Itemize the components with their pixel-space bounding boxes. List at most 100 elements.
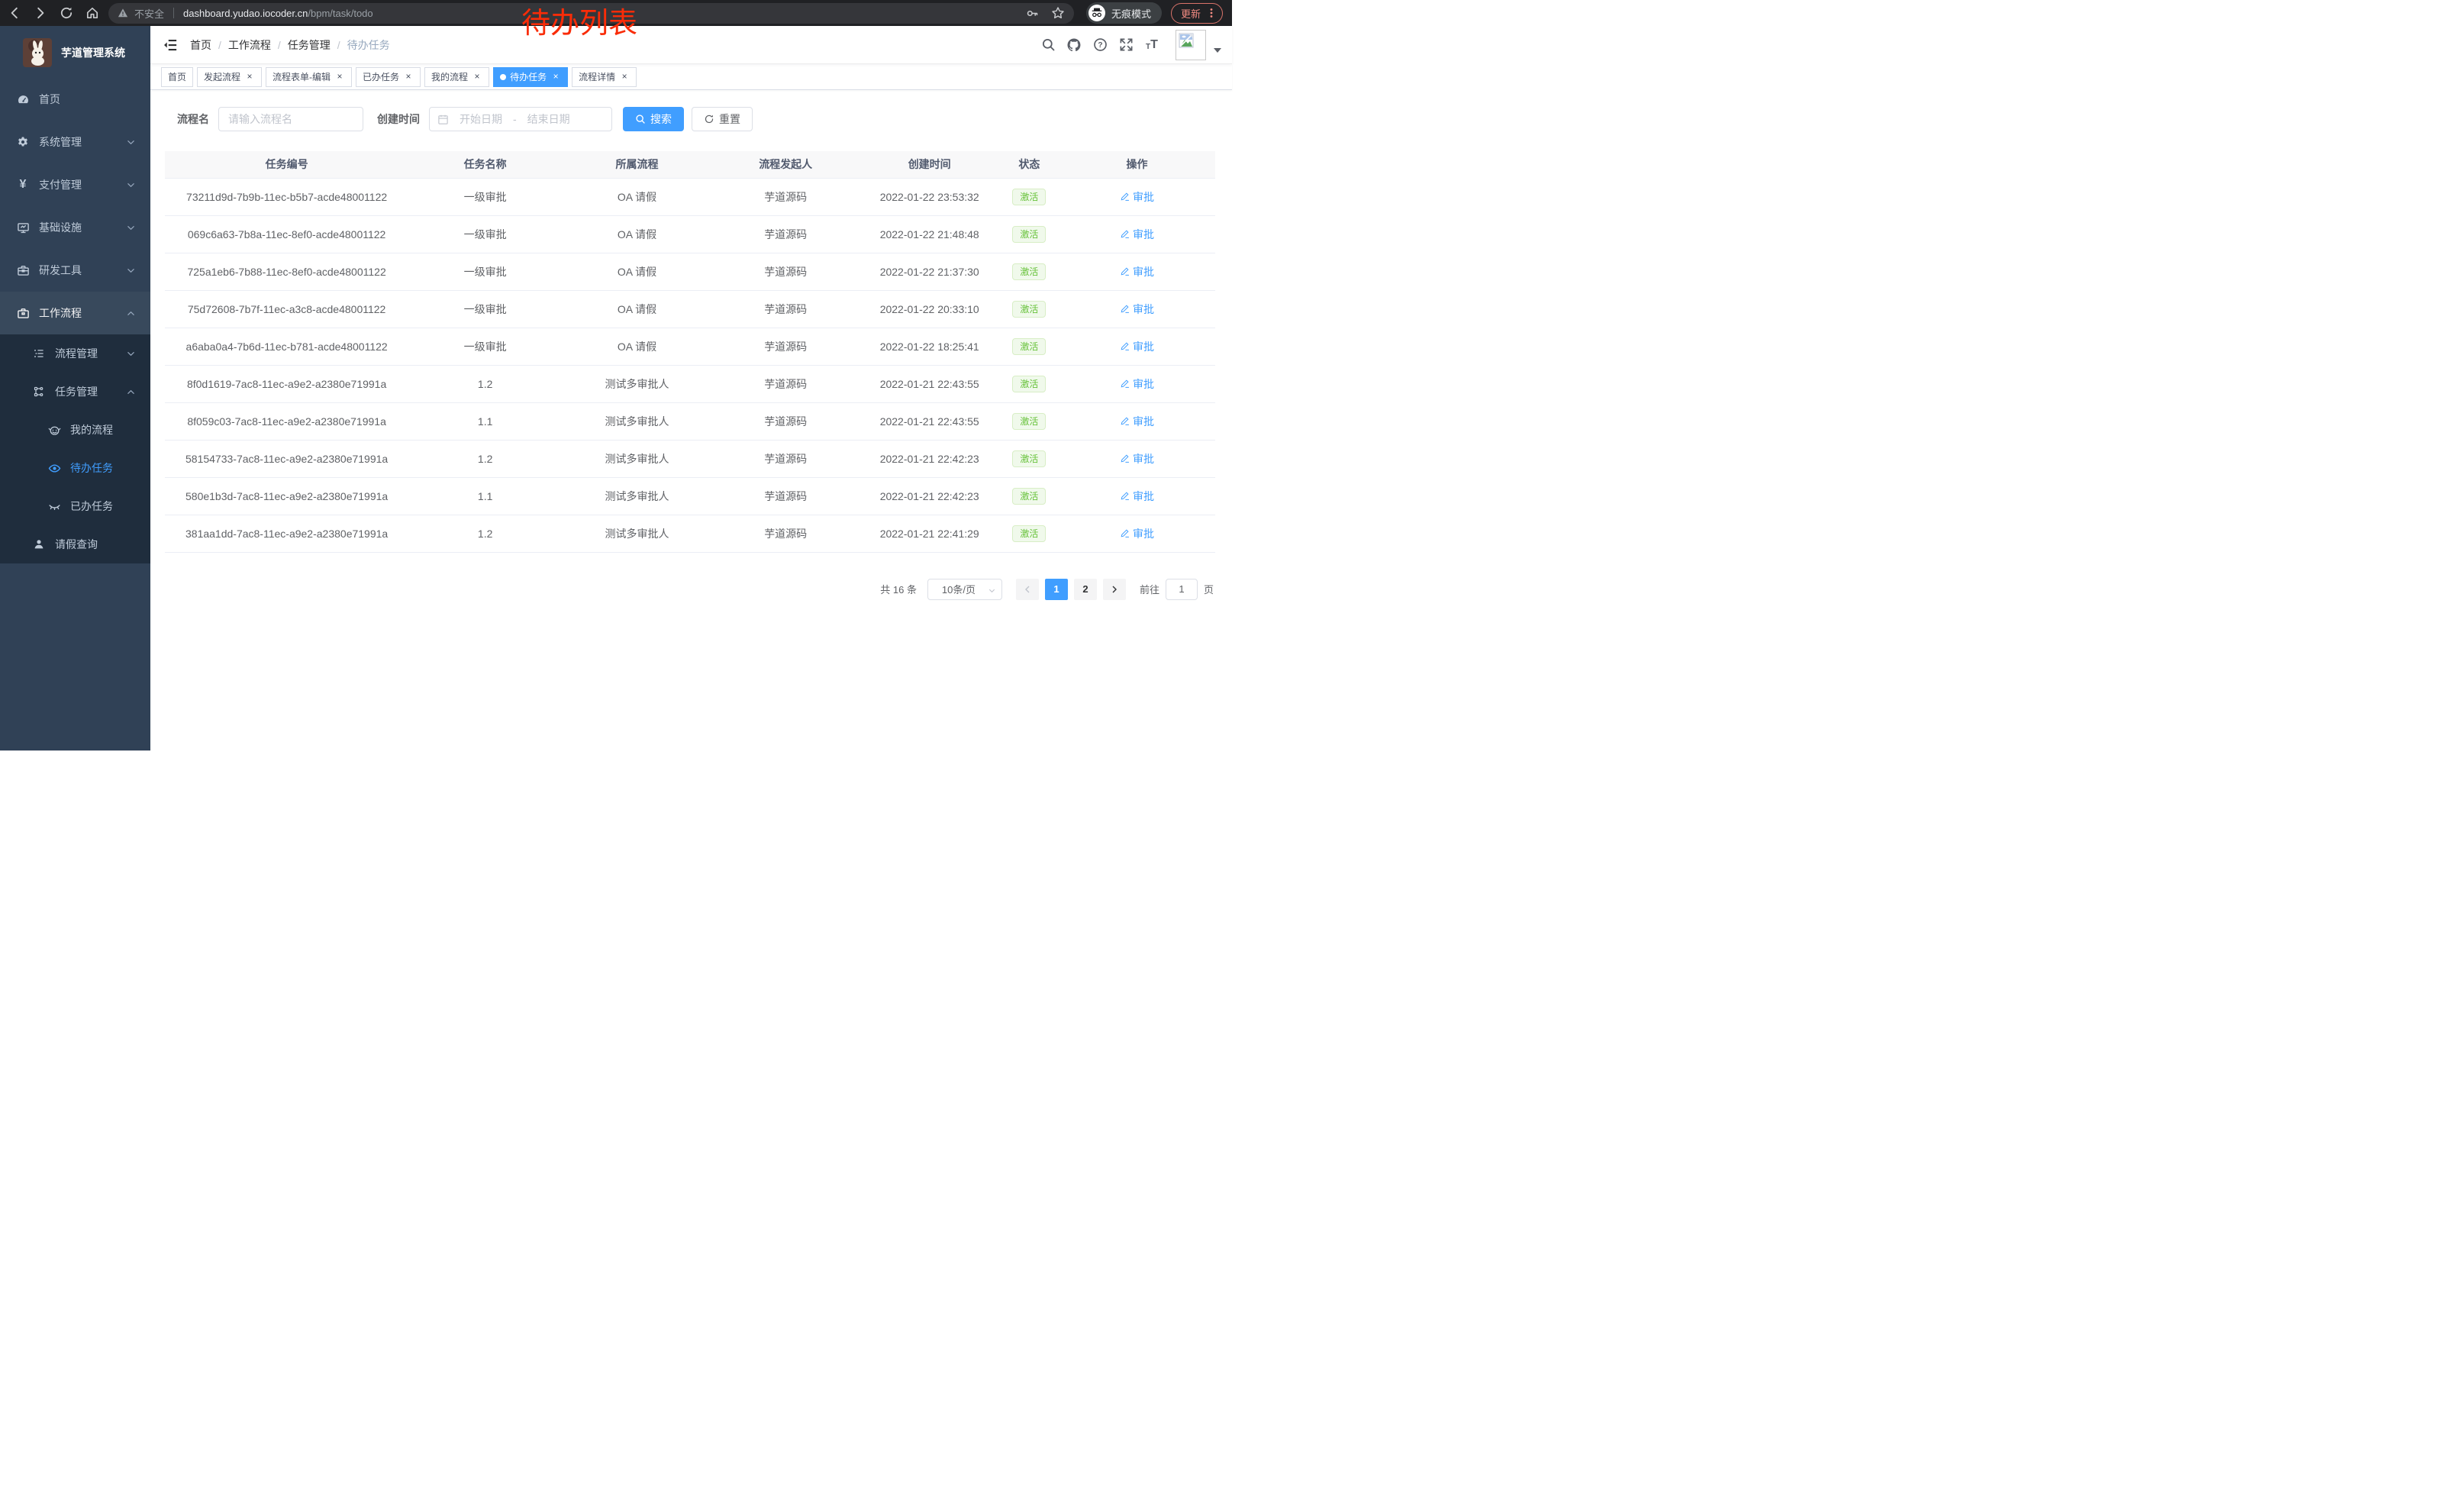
- approve-link[interactable]: 审批: [1120, 302, 1154, 317]
- cell-id: 8f0d1619-7ac8-11ec-a9e2-a2380e71991a: [165, 365, 409, 403]
- sidebar-item-8[interactable]: 我的流程: [0, 411, 150, 449]
- chevron-down-icon: [127, 350, 135, 358]
- cell-action: 审批: [1058, 253, 1215, 291]
- browser-back-icon[interactable]: [8, 6, 21, 20]
- status-badge: 激活: [1012, 525, 1047, 542]
- sidebar-item-2[interactable]: ¥ 支付管理: [0, 163, 150, 206]
- date-range-picker[interactable]: -: [429, 107, 612, 131]
- approve-link[interactable]: 审批: [1120, 489, 1154, 504]
- search-icon[interactable]: [1035, 37, 1061, 52]
- search-button[interactable]: 搜索: [623, 107, 684, 131]
- cell-process: 测试多审批人: [562, 477, 712, 515]
- breadcrumb-item[interactable]: 工作流程: [227, 38, 271, 51]
- help-icon[interactable]: ?: [1087, 37, 1113, 52]
- tab-发起流程[interactable]: 发起流程 ×: [197, 66, 263, 87]
- sidebar-item-3[interactable]: 基础设施: [0, 206, 150, 249]
- github-icon[interactable]: [1061, 37, 1087, 53]
- approve-link[interactable]: 审批: [1120, 451, 1154, 466]
- breadcrumb-separator: /: [277, 38, 281, 51]
- breadcrumb-item[interactable]: 首页: [190, 38, 211, 51]
- prev-page-button[interactable]: [1015, 578, 1039, 600]
- close-icon[interactable]: ×: [474, 70, 480, 82]
- sidebar-item-6[interactable]: 流程管理: [0, 334, 150, 373]
- sidebar-toggle-icon[interactable]: [150, 26, 190, 64]
- goto-page-input[interactable]: [1165, 578, 1198, 600]
- status-badge: 激活: [1012, 412, 1047, 430]
- avatar[interactable]: [1176, 29, 1206, 60]
- sidebar-item-10[interactable]: 已办任务: [0, 487, 150, 525]
- close-icon[interactable]: ×: [337, 70, 343, 82]
- fullscreen-icon[interactable]: [1113, 37, 1139, 52]
- sidebar-item-label: 首页: [39, 93, 60, 105]
- approve-link[interactable]: 审批: [1120, 414, 1154, 429]
- page-button-1[interactable]: 1: [1044, 578, 1068, 600]
- cell-name: 1.1: [408, 402, 563, 441]
- cell-name: 1.1: [408, 477, 563, 515]
- browser-forward-icon[interactable]: [34, 6, 47, 20]
- tab-已办任务[interactable]: 已办任务 ×: [356, 66, 421, 87]
- tab-流程详情[interactable]: 流程详情 ×: [572, 66, 637, 87]
- tab-首页[interactable]: 首页: [161, 66, 194, 87]
- browser-reload-icon[interactable]: [60, 6, 73, 20]
- approve-link[interactable]: 审批: [1120, 227, 1154, 242]
- start-date-input[interactable]: [453, 113, 508, 125]
- process-name-input[interactable]: [218, 107, 363, 131]
- page-button-2[interactable]: 2: [1073, 578, 1097, 600]
- table-row: 58154733-7ac8-11ec-a9e2-a2380e71991a 1.2 测…: [165, 440, 1215, 478]
- column-header: 流程发起人: [711, 151, 859, 179]
- chevron-down-icon: [988, 586, 996, 595]
- address-bar[interactable]: 不安全 dashboard.yudao.iocoder.cn/bpm/task/…: [108, 2, 1074, 24]
- sidebar-item-0[interactable]: 首页: [0, 78, 150, 121]
- cell-action: 审批: [1058, 328, 1215, 366]
- browser-home-icon[interactable]: [85, 6, 99, 20]
- cell-created: 2022-01-21 22:43:55: [859, 402, 1000, 441]
- approve-link[interactable]: 审批: [1120, 189, 1154, 205]
- tab-我的流程[interactable]: 我的流程 ×: [424, 66, 490, 87]
- approve-link[interactable]: 审批: [1120, 526, 1154, 541]
- approve-link[interactable]: 审批: [1120, 339, 1154, 354]
- cell-action: 审批: [1058, 477, 1215, 515]
- tab-label: 已办任务: [363, 72, 400, 82]
- active-dot: [500, 73, 507, 80]
- end-date-input[interactable]: [521, 113, 576, 125]
- close-icon[interactable]: ×: [553, 70, 559, 82]
- sidebar-item-7[interactable]: 任务管理: [0, 373, 150, 411]
- breadcrumb-separator: /: [218, 38, 221, 51]
- cell-action: 审批: [1058, 515, 1215, 553]
- list-icon: [32, 347, 46, 360]
- close-icon[interactable]: ×: [247, 70, 253, 82]
- cell-action: 审批: [1058, 440, 1215, 478]
- sidebar-item-9[interactable]: 待办任务: [0, 449, 150, 487]
- cell-created: 2022-01-22 18:25:41: [859, 328, 1000, 366]
- cell-name: 1.2: [408, 440, 563, 478]
- update-button[interactable]: 更新: [1170, 2, 1223, 24]
- cell-status: 激活: [999, 215, 1059, 253]
- pagination: 共 16 条 10条/页 12 前往 页: [165, 578, 1215, 600]
- browser-menu-dots-icon[interactable]: [1206, 7, 1217, 19]
- chevron-down-icon[interactable]: [1214, 47, 1221, 53]
- eye-icon: [47, 462, 61, 475]
- close-icon[interactable]: ×: [621, 70, 627, 82]
- reset-button[interactable]: 重置: [692, 107, 753, 131]
- sidebar-item-11[interactable]: 请假查询: [0, 525, 150, 563]
- cell-process: 测试多审批人: [562, 440, 712, 478]
- approve-label: 审批: [1132, 190, 1154, 203]
- bookmark-star-icon[interactable]: [1051, 6, 1065, 20]
- tab-label: 我的流程: [431, 72, 469, 82]
- sidebar-item-5[interactable]: 工作流程: [0, 292, 150, 334]
- sidebar-item-1[interactable]: 系统管理: [0, 121, 150, 163]
- tab-待办任务[interactable]: 待办任务 ×: [493, 66, 569, 87]
- pen-icon: [1120, 491, 1130, 501]
- approve-link[interactable]: 审批: [1120, 264, 1154, 279]
- key-icon[interactable]: [1026, 7, 1039, 20]
- breadcrumb-item[interactable]: 任务管理: [287, 38, 331, 51]
- sidebar-item-4[interactable]: 研发工具: [0, 249, 150, 292]
- close-icon[interactable]: ×: [405, 70, 411, 82]
- approve-link[interactable]: 审批: [1120, 376, 1154, 392]
- cell-process: OA 请假: [562, 178, 712, 216]
- next-page-button[interactable]: [1102, 578, 1126, 600]
- tab-流程表单-编辑[interactable]: 流程表单-编辑 ×: [266, 66, 353, 87]
- page-size-select[interactable]: 10条/页: [927, 578, 1002, 600]
- yen-icon: ¥: [19, 178, 27, 191]
